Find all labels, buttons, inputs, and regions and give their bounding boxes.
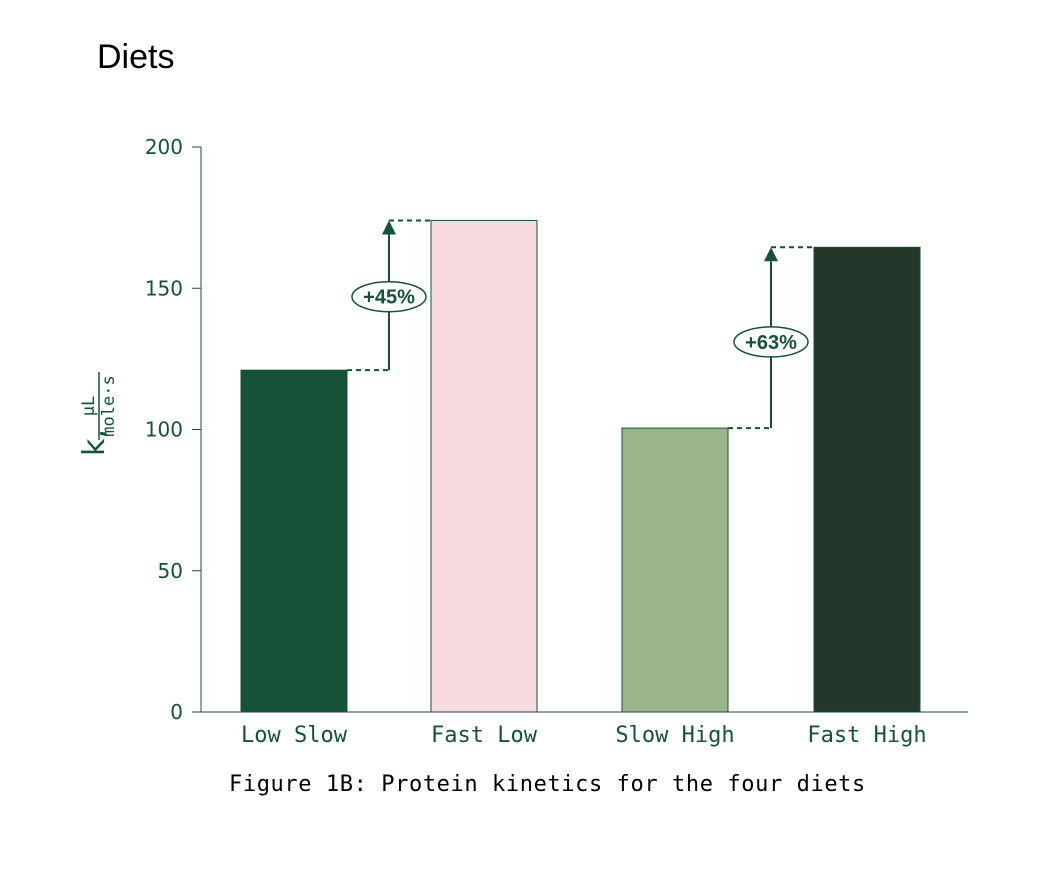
y-tick-label: 200 xyxy=(145,135,183,159)
y-axis-label-main: k, xyxy=(77,429,112,456)
arrow-head xyxy=(764,247,778,262)
y-tick-label: 150 xyxy=(145,276,183,300)
percentage-label: +45% xyxy=(363,287,415,309)
y-ticks: 0 50 100 150 200 xyxy=(145,135,201,724)
bar xyxy=(430,219,538,713)
y-tick-label: 0 xyxy=(170,700,183,724)
x-tick-label: Low Slow xyxy=(241,723,348,748)
y-tick-label: 100 xyxy=(145,418,183,442)
x-tick-labels: Low Slow Fast Low Slow High Fast High xyxy=(241,723,927,748)
y-axis-label-numerator: μL xyxy=(79,396,99,416)
y-axis-label: k, μL mole·s xyxy=(77,372,119,456)
percentage-badge xyxy=(733,326,809,358)
bar xyxy=(813,246,921,713)
x-tick-label: Fast Low xyxy=(431,723,538,748)
arrow-head xyxy=(382,220,396,235)
annotations: +45% +63% xyxy=(347,219,814,430)
bar xyxy=(621,427,729,713)
chart-title: Diets xyxy=(97,38,175,76)
figure-caption: Figure 1B: Protein kinetics for the four… xyxy=(229,772,866,797)
percentage-label: +63% xyxy=(745,332,797,354)
percentage-badge xyxy=(351,280,427,313)
y-tick-label: 50 xyxy=(158,559,183,583)
bars xyxy=(240,219,921,713)
x-tick-label: Slow High xyxy=(615,723,734,748)
y-axis-label-denominator: mole·s xyxy=(99,375,119,436)
x-tick-label: Fast High xyxy=(807,723,926,748)
bar xyxy=(240,369,348,713)
